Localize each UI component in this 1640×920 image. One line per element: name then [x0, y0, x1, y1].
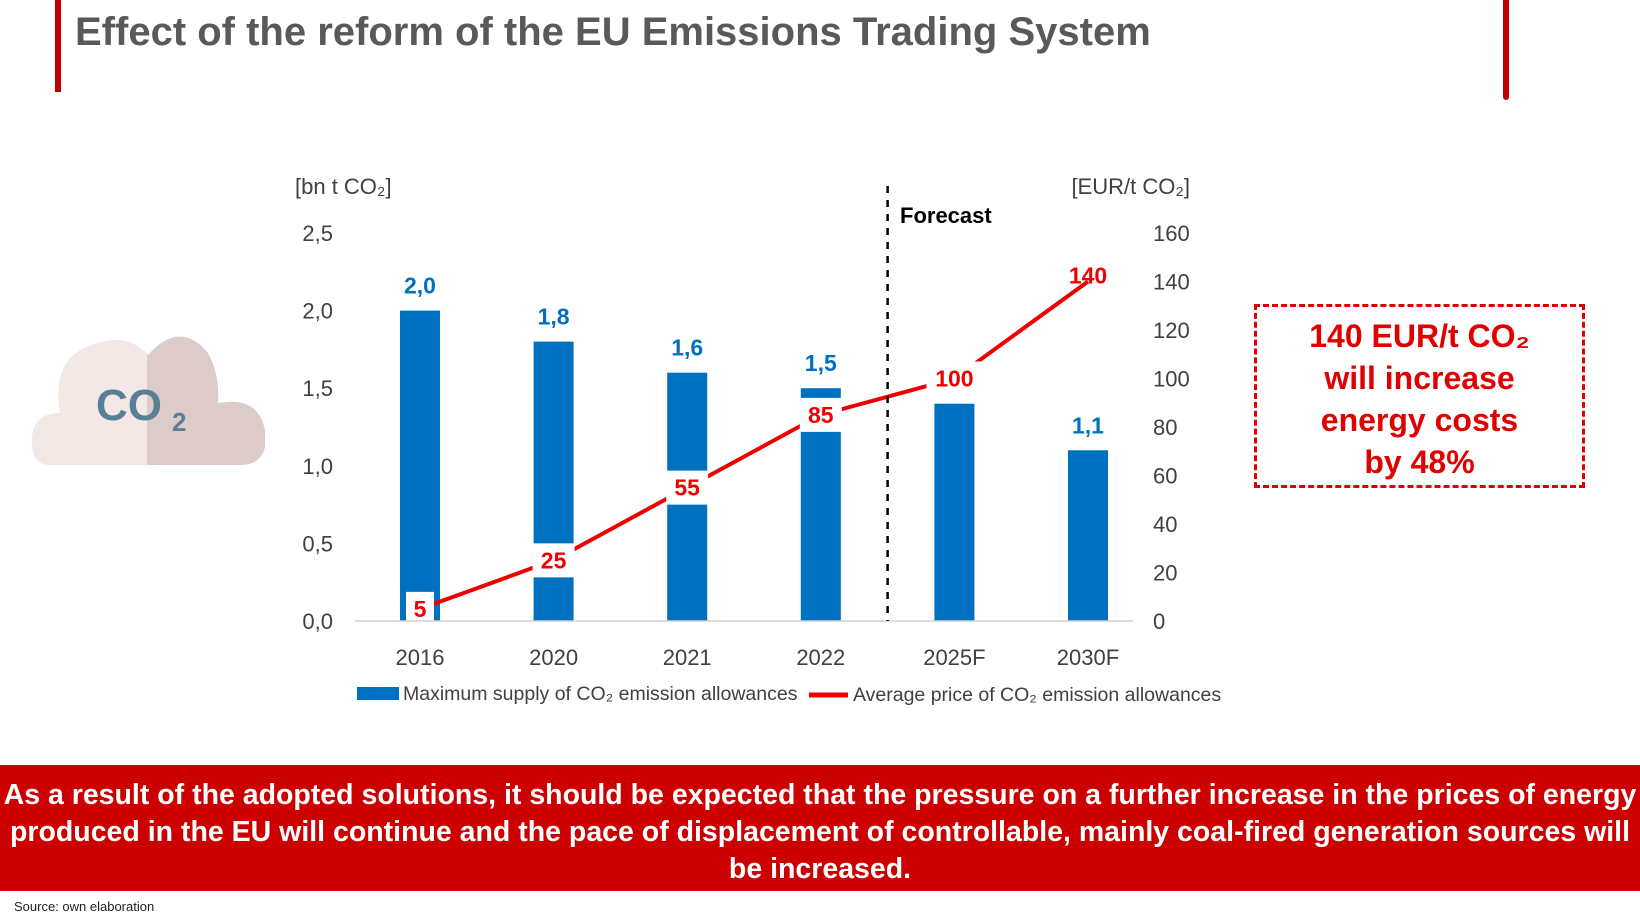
bar-value-label: 1,6: [671, 335, 703, 361]
x-tick-label: 2022: [796, 645, 845, 670]
forecast-label: Forecast: [900, 203, 992, 228]
x-tick-label: 2030F: [1057, 645, 1119, 670]
callout-line: will increase: [1324, 360, 1515, 396]
y-right-unit-label: [EUR/t CO₂]: [1071, 174, 1190, 199]
legend-bar-label: Maximum supply of CO₂ emission allowance…: [403, 683, 798, 705]
y-right-tick-label: 160: [1153, 221, 1190, 246]
y-left-tick-label: 2,0: [302, 299, 333, 324]
point-label-box: [666, 470, 709, 505]
point-value-label: 100: [935, 366, 973, 392]
co2-subscript: 2: [172, 407, 186, 437]
x-tick-label: 2020: [529, 645, 578, 670]
y-right-tick-label: 60: [1153, 464, 1177, 489]
y-right-tick-label: 20: [1153, 561, 1177, 586]
bar: [934, 403, 975, 621]
bar-value-label: 1,1: [1072, 412, 1104, 438]
callout-line: energy costs: [1320, 402, 1519, 438]
y-left-tick-label: 1,0: [302, 454, 333, 479]
legend-line-label: Average price of CO₂ emission allowances: [853, 684, 1221, 706]
y-right-tick-label: 80: [1153, 415, 1177, 440]
x-tick-label: 2025F: [923, 645, 985, 670]
price-impact-callout: 140 EUR/t CO₂ will increase energy costs…: [1254, 304, 1585, 488]
y-right-tick-label: 100: [1153, 367, 1190, 392]
point-value-label: 85: [808, 402, 834, 428]
co2-cloud-icon: CO 2: [31, 336, 265, 465]
point-label-box: [532, 543, 575, 578]
point-value-label: 5: [414, 596, 427, 622]
title-accent-bar: [55, 0, 61, 92]
point-value-label: 55: [674, 475, 700, 501]
point-value-label: 25: [541, 547, 567, 573]
y-left-tick-label: 0,5: [302, 531, 333, 556]
y-left-tick-label: 1,5: [302, 376, 333, 401]
ets-combo-chart: [bn t CO₂] [EUR/t CO₂] Forecast 2,0 1,8 1,…: [295, 174, 1221, 706]
callout-line: by 48%: [1364, 444, 1475, 480]
bar: [533, 341, 574, 621]
y-right-tick-label: 140: [1153, 270, 1190, 295]
point-label-box: [406, 591, 434, 626]
co2-label: CO: [96, 381, 162, 430]
callout-line: 140 EUR/t CO₂: [1309, 318, 1530, 354]
point-value-label: 140: [1069, 263, 1107, 289]
y-right-tick-label: 120: [1153, 318, 1190, 343]
point-label-box: [799, 397, 842, 432]
legend-bar-swatch: [357, 687, 399, 700]
bar-value-label: 1,5: [805, 350, 837, 376]
source-note: Source: own elaboration: [14, 899, 155, 914]
y-left-tick-label: 0,0: [302, 609, 333, 634]
bar: [1068, 450, 1108, 621]
y-left-tick-label: 2,5: [302, 221, 333, 246]
conclusion-banner: As a result of the adopted solutions, it…: [0, 765, 1640, 891]
corner-accent-bar: [1503, 0, 1509, 100]
page-title: Effect of the reform of the EU Emissions…: [75, 10, 1151, 54]
y-left-unit-label: [bn t CO₂]: [295, 174, 392, 199]
x-tick-label: 2021: [663, 645, 712, 670]
bar-value-label: 1,8: [538, 304, 570, 330]
price-line: [419, 279, 1090, 611]
bar: [400, 310, 440, 621]
point-label-box: [926, 361, 983, 396]
y-right-tick-label: 40: [1153, 512, 1177, 537]
y-right-tick-label: 0: [1153, 609, 1165, 634]
x-tick-label: 2016: [396, 645, 445, 670]
bar-value-label: 2,0: [404, 273, 436, 299]
